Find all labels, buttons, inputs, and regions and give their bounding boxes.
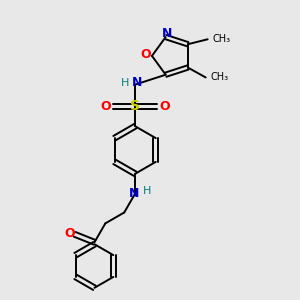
Text: H: H <box>143 186 151 196</box>
Text: CH₃: CH₃ <box>211 72 229 82</box>
Text: O: O <box>64 227 75 240</box>
Text: CH₃: CH₃ <box>213 34 231 44</box>
Text: H: H <box>121 78 129 88</box>
Text: S: S <box>130 99 140 113</box>
Text: O: O <box>160 100 170 113</box>
Text: O: O <box>141 48 151 62</box>
Text: O: O <box>100 100 111 113</box>
Text: N: N <box>132 76 142 89</box>
Text: N: N <box>161 27 172 40</box>
Text: N: N <box>129 187 139 200</box>
